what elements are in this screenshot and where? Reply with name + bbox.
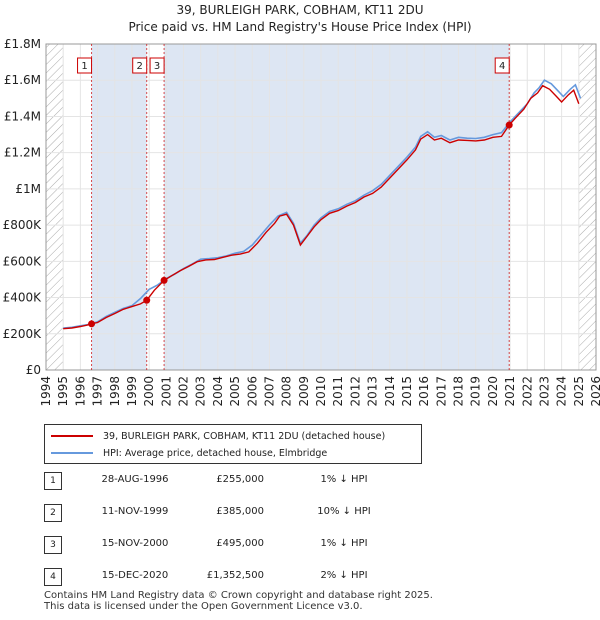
- x-tick-label: 2018: [452, 376, 466, 407]
- x-tick-label: 2025: [572, 376, 586, 407]
- y-tick-label: £0: [26, 363, 41, 377]
- y-tick-label: £1M: [15, 182, 41, 196]
- transaction-date: 11-NOV-1999: [101, 506, 169, 517]
- transaction-price: £1,352,500: [206, 570, 264, 581]
- shaded-span: [91, 44, 147, 370]
- legend-item-property: 39, BURLEIGH PARK, COBHAM, KT11 2DU (det…: [51, 428, 385, 444]
- transaction-number: 2: [44, 504, 62, 522]
- sale-label-number: 1: [81, 61, 87, 72]
- y-tick-label: £400K: [3, 291, 43, 305]
- transaction-date: 15-NOV-2000: [101, 538, 169, 549]
- transaction-date: 15-DEC-2020: [101, 570, 169, 581]
- x-tick-label: 2005: [228, 376, 242, 407]
- legend-hpi-swatch: [51, 452, 93, 454]
- transaction-hpi: 1% ↓ HPI: [320, 538, 368, 549]
- sale-label-number: 2: [137, 61, 143, 72]
- chart-title: 39, BURLEIGH PARK, COBHAM, KT11 2DU: [177, 3, 424, 17]
- hatch-region-start: [46, 44, 64, 370]
- price-chart: 39, BURLEIGH PARK, COBHAM, KT11 2DU Pric…: [3, 3, 600, 407]
- table-row: 2 11-NOV-1999 £385,000 10% ↓ HPI: [44, 504, 444, 522]
- x-tick-label: 2017: [434, 376, 448, 407]
- x-tick-label: 1997: [91, 376, 105, 407]
- x-tick-label: 2016: [417, 376, 431, 407]
- x-tick-label: 2008: [280, 376, 294, 407]
- x-tick-label: 2011: [331, 376, 345, 407]
- x-tick-label: 1996: [73, 376, 87, 407]
- x-tick-label: 2014: [383, 376, 397, 407]
- transaction-hpi: 2% ↓ HPI: [320, 570, 368, 581]
- y-tick-label: £200K: [3, 327, 43, 341]
- legend: 39, BURLEIGH PARK, COBHAM, KT11 2DU (det…: [44, 424, 422, 464]
- sale-label-box: 2: [132, 57, 148, 74]
- transaction-number: 1: [44, 472, 62, 490]
- x-tick-label: 1999: [125, 376, 139, 407]
- y-tick-label: £1.6M: [4, 73, 41, 87]
- sale-label-box: 4: [494, 57, 510, 74]
- transaction-number: 4: [44, 568, 62, 586]
- shaded-span: [164, 44, 510, 370]
- x-tick-label: 2012: [348, 376, 362, 407]
- sale-label-number: 4: [499, 61, 505, 72]
- x-tick-label: 2006: [245, 376, 259, 407]
- legend-property-swatch: [51, 435, 93, 437]
- y-tick-label: £1.8M: [4, 37, 41, 51]
- x-tick-label: 2015: [400, 376, 414, 407]
- sale-point: [143, 296, 151, 304]
- x-tick-label: 2003: [194, 376, 208, 407]
- x-tick-label: 1998: [108, 376, 122, 407]
- sale-point: [88, 320, 96, 328]
- transaction-hpi: 1% ↓ HPI: [320, 474, 368, 485]
- sale-label-box: 1: [77, 57, 93, 74]
- legend-item-hpi: HPI: Average price, detached house, Elmb…: [51, 445, 327, 461]
- y-tick-label: £800K: [3, 218, 43, 232]
- y-tick-label: £600K: [3, 254, 43, 268]
- x-tick-label: 2023: [537, 376, 551, 407]
- plot-border: [45, 43, 597, 371]
- x-tick-label: 2024: [555, 376, 569, 407]
- x-tick-label: 2013: [366, 376, 380, 407]
- table-row: 1 28-AUG-1996 £255,000 1% ↓ HPI: [44, 472, 444, 490]
- table-row: 3 15-NOV-2000 £495,000 1% ↓ HPI: [44, 536, 444, 554]
- transaction-price: £495,000: [216, 538, 264, 549]
- x-tick-label: 2007: [262, 376, 276, 407]
- transaction-price: £385,000: [216, 506, 264, 517]
- legend-hpi-label: HPI: Average price, detached house, Elmb…: [103, 447, 328, 459]
- x-tick-label: 2020: [486, 376, 500, 407]
- sale-label-frame: [132, 57, 148, 74]
- sale-label-frame: [77, 57, 93, 74]
- sale-label-frame: [149, 57, 165, 74]
- table-row: 4 15-DEC-2020 £1,352,500 2% ↓ HPI: [44, 568, 444, 586]
- transaction-hpi: 10% ↓ HPI: [317, 506, 371, 517]
- hatch-region-end: [578, 44, 596, 370]
- x-tick-label: 2004: [211, 376, 225, 407]
- x-tick-label: 1995: [56, 376, 70, 407]
- x-tick-label: 2022: [520, 376, 534, 407]
- sale-point: [160, 276, 168, 284]
- chart-subtitle: Price paid vs. HM Land Registry's House …: [128, 20, 471, 34]
- transaction-price: £255,000: [216, 474, 264, 485]
- transaction-number: 3: [44, 536, 62, 554]
- sale-label-frame: [494, 57, 510, 74]
- x-tick-label: 1994: [39, 376, 53, 407]
- sale-label-box: 3: [149, 57, 165, 74]
- legend-property-label: 39, BURLEIGH PARK, COBHAM, KT11 2DU (det…: [103, 430, 386, 442]
- series-line-hpi: [63, 79, 582, 329]
- x-tick-label: 2000: [142, 376, 156, 407]
- transaction-date: 28-AUG-1996: [101, 474, 169, 485]
- footer-line-2: This data is licensed under the Open Gov…: [44, 601, 363, 612]
- x-tick-label: 2010: [314, 376, 328, 407]
- footer-line-1: Contains HM Land Registry data © Crown c…: [44, 590, 433, 601]
- y-tick-label: £1.4M: [4, 109, 41, 123]
- x-tick-label: 2019: [469, 376, 483, 407]
- x-tick-label: 2009: [297, 376, 311, 407]
- x-tick-label: 2026: [589, 376, 600, 407]
- sale-point: [505, 121, 513, 129]
- y-tick-label: £1.2M: [4, 146, 41, 160]
- x-tick-label: 2001: [159, 376, 173, 407]
- x-tick-label: 2021: [503, 376, 517, 407]
- sale-label-number: 3: [154, 61, 160, 72]
- footer: Contains HM Land Registry data © Crown c…: [44, 590, 433, 612]
- x-tick-label: 2002: [177, 376, 191, 407]
